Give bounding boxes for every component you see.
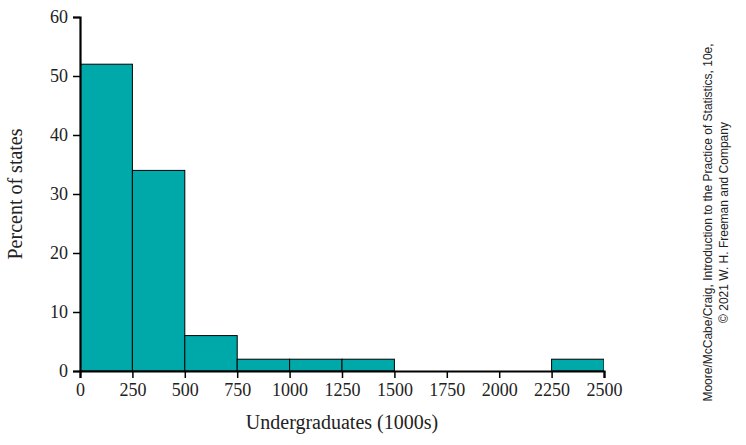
x-axis-title: Undergraduates (1000s) bbox=[246, 411, 438, 434]
tick: 20 bbox=[50, 243, 80, 263]
credit: Moore/McCabe/Craig, Introduction to the … bbox=[701, 43, 715, 401]
bars bbox=[80, 64, 604, 371]
tick: 2500 bbox=[587, 371, 623, 400]
tick: 1750 bbox=[429, 371, 465, 400]
tick: 750 bbox=[224, 371, 251, 400]
tick-mark bbox=[132, 371, 134, 378]
tick-mark bbox=[604, 371, 606, 378]
tick: 500 bbox=[172, 371, 199, 400]
histogram-bar bbox=[237, 359, 289, 371]
tick: 2000 bbox=[482, 371, 518, 400]
tick: 10 bbox=[50, 302, 80, 322]
histogram-bar bbox=[552, 359, 604, 371]
tick-mark bbox=[551, 371, 553, 378]
tick-mark bbox=[73, 194, 80, 196]
tick-label: 50 bbox=[50, 66, 68, 86]
y-axis: 0 10 20 30 40 50 60 bbox=[50, 7, 81, 381]
tick: 30 bbox=[50, 184, 80, 204]
y-axis-title: Percent of states bbox=[4, 128, 26, 259]
tick: 2250 bbox=[534, 371, 570, 400]
tick: 1000 bbox=[272, 371, 308, 400]
tick-label: 1000 bbox=[272, 380, 308, 400]
tick-label: 0 bbox=[59, 361, 68, 381]
histogram-bar bbox=[342, 359, 394, 371]
tick: 1500 bbox=[377, 371, 413, 400]
tick-mark bbox=[73, 76, 80, 78]
tick-label: 2000 bbox=[482, 380, 518, 400]
histogram-bar bbox=[80, 64, 132, 371]
axis-line bbox=[73, 18, 81, 372]
tick-label: 1250 bbox=[325, 380, 361, 400]
tick-label: 10 bbox=[50, 302, 68, 322]
tick-mark bbox=[447, 371, 449, 378]
tick-label: 2250 bbox=[534, 380, 570, 400]
tick-mark bbox=[73, 371, 80, 373]
tick-label: 2500 bbox=[587, 380, 623, 400]
axis-line bbox=[81, 372, 605, 379]
histogram-bar bbox=[132, 170, 184, 371]
tick-label: 30 bbox=[50, 184, 68, 204]
tick-mark bbox=[499, 371, 501, 378]
tick-mark bbox=[73, 312, 80, 314]
tick-mark bbox=[73, 17, 80, 19]
plot: 0 250 500 750 1000 1250 1500 1750 2000 2250 2500 0 1… bbox=[50, 7, 623, 400]
tick: 60 bbox=[50, 7, 80, 27]
credit: © 2021 W. H. Freeman and Company bbox=[717, 122, 731, 323]
histogram-bar bbox=[185, 336, 237, 371]
tick-label: 500 bbox=[172, 380, 199, 400]
tick-label: 0 bbox=[76, 380, 85, 400]
chart: 0 250 500 750 1000 1250 1500 1750 2000 2250 2500 0 1… bbox=[0, 0, 746, 445]
tick-label: 60 bbox=[50, 7, 68, 27]
tick-mark bbox=[73, 135, 80, 137]
tick: 40 bbox=[50, 125, 80, 145]
tick: 50 bbox=[50, 66, 80, 86]
tick: 250 bbox=[119, 371, 146, 400]
tick: 0 bbox=[59, 361, 80, 381]
tick-mark bbox=[73, 253, 80, 255]
tick-mark bbox=[289, 371, 291, 378]
tick-label: 1500 bbox=[377, 380, 413, 400]
tick-mark bbox=[237, 371, 239, 378]
histogram-bar bbox=[290, 359, 342, 371]
tick-mark bbox=[394, 371, 396, 378]
tick-label: 250 bbox=[119, 380, 146, 400]
tick-mark bbox=[185, 371, 187, 378]
tick-label: 1750 bbox=[429, 380, 465, 400]
tick-mark bbox=[342, 371, 344, 378]
tick-label: 40 bbox=[50, 125, 68, 145]
tick-label: 750 bbox=[224, 380, 251, 400]
tick: 0 bbox=[76, 371, 85, 400]
tick: 1250 bbox=[325, 371, 361, 400]
x-axis: 0 250 500 750 1000 1250 1500 1750 2000 2250 2500 bbox=[76, 371, 623, 400]
tick-label: 20 bbox=[50, 243, 68, 263]
